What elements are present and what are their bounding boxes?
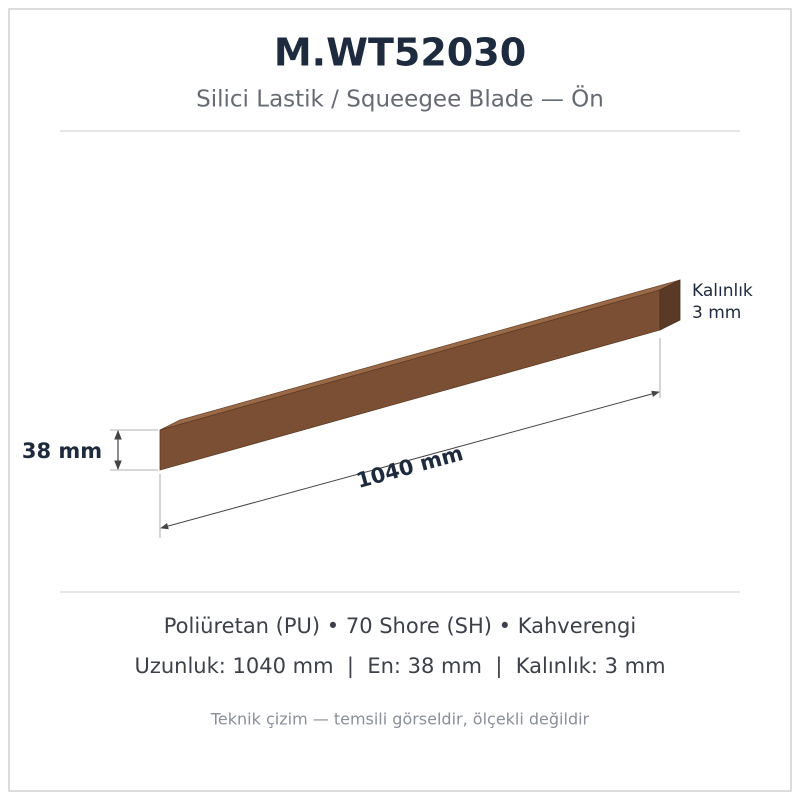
length-dimension bbox=[160, 390, 660, 530]
dimension-spec: Uzunluk: 1040 mm | En: 38 mm | Kalınlık:… bbox=[134, 654, 665, 679]
thickness-label: Kalınlık bbox=[692, 281, 753, 301]
footer-note: Teknik çizim — temsili görseldir, ölçekl… bbox=[210, 710, 590, 729]
thickness-value: 3 mm bbox=[692, 303, 741, 323]
blade-side bbox=[659, 279, 681, 331]
subtitle: Silici Lastik / Squeegee Blade — Ön bbox=[196, 85, 604, 113]
title: M.WT52030 bbox=[274, 31, 526, 75]
height-label: 38 mm bbox=[22, 439, 102, 463]
material-spec: Poliüretan (PU) • 70 Shore (SH) • Kahver… bbox=[164, 614, 636, 638]
